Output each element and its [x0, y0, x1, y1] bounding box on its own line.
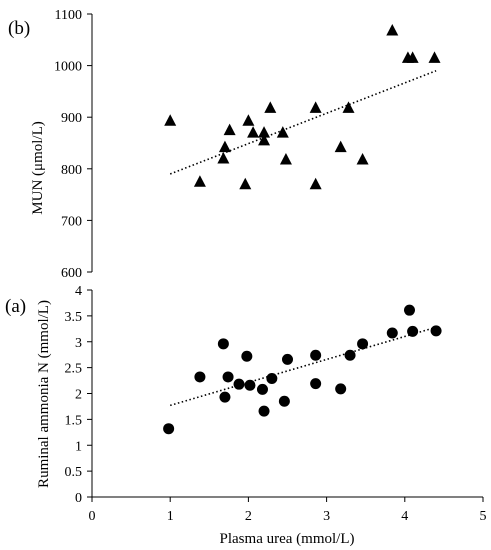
panel-a-x-axis-title: Plasma urea (mmol/L)	[220, 531, 355, 547]
triangle-data-point	[242, 114, 255, 126]
triangle-data-point	[223, 123, 236, 136]
circle-data-point	[256, 383, 268, 395]
panel-a-x-tick-label: 0	[89, 509, 96, 524]
panel-a-y-tick-label: 1.5	[65, 413, 83, 428]
circle-data-point	[258, 405, 270, 417]
panel-b-y-tick-label: 800	[61, 163, 82, 178]
circle-data-point	[163, 423, 175, 435]
panel-a-y-tick-label: 3.5	[65, 310, 83, 325]
circle-data-point	[222, 371, 234, 383]
circle-data-point	[194, 371, 206, 383]
panel-a-x-tick-label: 5	[480, 509, 487, 524]
circle-data-point	[244, 379, 256, 391]
panel-b-data-points	[164, 24, 441, 190]
triangle-data-point	[386, 24, 399, 36]
panel-a-x-tick-label: 1	[167, 509, 174, 524]
panel-b-y-tick-label: 600	[61, 266, 82, 281]
panel-b-mun: (b) MUN (μmol/L) 600 700 800 900 1000 1100	[8, 8, 441, 281]
triangle-data-point	[309, 177, 322, 190]
panel-a-y-tick-label: 3	[75, 336, 82, 351]
circle-data-point	[233, 378, 245, 390]
triangle-data-point	[239, 177, 252, 190]
panel-b-y-tick-label: 900	[61, 111, 82, 126]
circle-data-point	[335, 383, 347, 395]
triangle-data-point	[428, 51, 441, 63]
panel-a-y-tick-label: 0.5	[65, 465, 83, 480]
panel-a-y-axis-title: Ruminal ammonia N (mmol/L)	[36, 300, 52, 488]
triangle-data-point	[217, 151, 230, 164]
circle-data-point	[310, 378, 322, 390]
panel-a-y-ticks: 0 0.5 1 1.5 2 2.5 3 3.5 4	[65, 284, 92, 506]
circle-data-point	[344, 349, 356, 361]
triangle-data-point	[342, 101, 355, 113]
triangle-data-point	[247, 126, 260, 138]
triangle-data-point	[334, 140, 347, 153]
circle-data-point	[407, 325, 419, 337]
panel-a-y-tick-label: 4	[75, 284, 82, 299]
triangle-data-point	[164, 114, 177, 126]
circle-data-point	[430, 325, 442, 337]
circle-data-point	[357, 338, 369, 350]
triangle-data-point	[356, 153, 369, 165]
triangle-data-point	[258, 126, 271, 138]
panel-a-y-tick-label: 1	[75, 439, 82, 454]
circle-data-point	[217, 338, 229, 350]
triangle-data-point	[258, 133, 271, 146]
panel-a-ammonia: (a) Ruminal ammonia N (mmol/L) 0 0.5 1 1.5 2…	[5, 284, 487, 547]
circle-data-point	[219, 391, 231, 403]
circle-data-point	[403, 304, 415, 316]
circle-data-point	[282, 353, 293, 365]
circle-data-point	[266, 372, 278, 384]
circle-data-point	[386, 327, 398, 339]
panel-a-y-tick-label: 2.5	[65, 362, 83, 377]
circle-data-point	[241, 350, 253, 362]
triangle-data-point	[406, 51, 419, 63]
panel-a-x-tick-label: 2	[245, 509, 252, 524]
panel-b-y-tick-label: 1000	[54, 60, 82, 75]
panel-a-label: (a)	[5, 296, 26, 317]
panel-a-x-ticks: 0 1 2 3 4 5	[89, 497, 487, 524]
panel-b-y-axis-title: MUN (μmol/L)	[30, 121, 46, 214]
panel-b-label: (b)	[8, 18, 30, 39]
triangle-data-point	[279, 153, 292, 165]
triangle-data-point	[309, 101, 322, 113]
triangle-data-point	[193, 175, 206, 187]
circle-data-point	[278, 395, 290, 407]
panel-a-y-tick-label: 0	[75, 491, 82, 506]
triangle-data-point	[264, 101, 277, 113]
panel-b-y-ticks: 600 700 800 900 1000 1100	[54, 8, 92, 281]
circle-data-point	[310, 349, 322, 361]
triangle-data-point	[276, 126, 289, 138]
panel-a-x-tick-label: 4	[401, 509, 408, 524]
panel-b-y-tick-label: 700	[61, 214, 82, 229]
panel-b-y-tick-label: 1100	[55, 8, 82, 23]
panel-a-y-tick-label: 2	[75, 388, 82, 403]
triangle-data-point	[218, 140, 231, 153]
panel-a-x-tick-label: 3	[323, 509, 330, 524]
panel-a-data-points	[163, 304, 442, 435]
